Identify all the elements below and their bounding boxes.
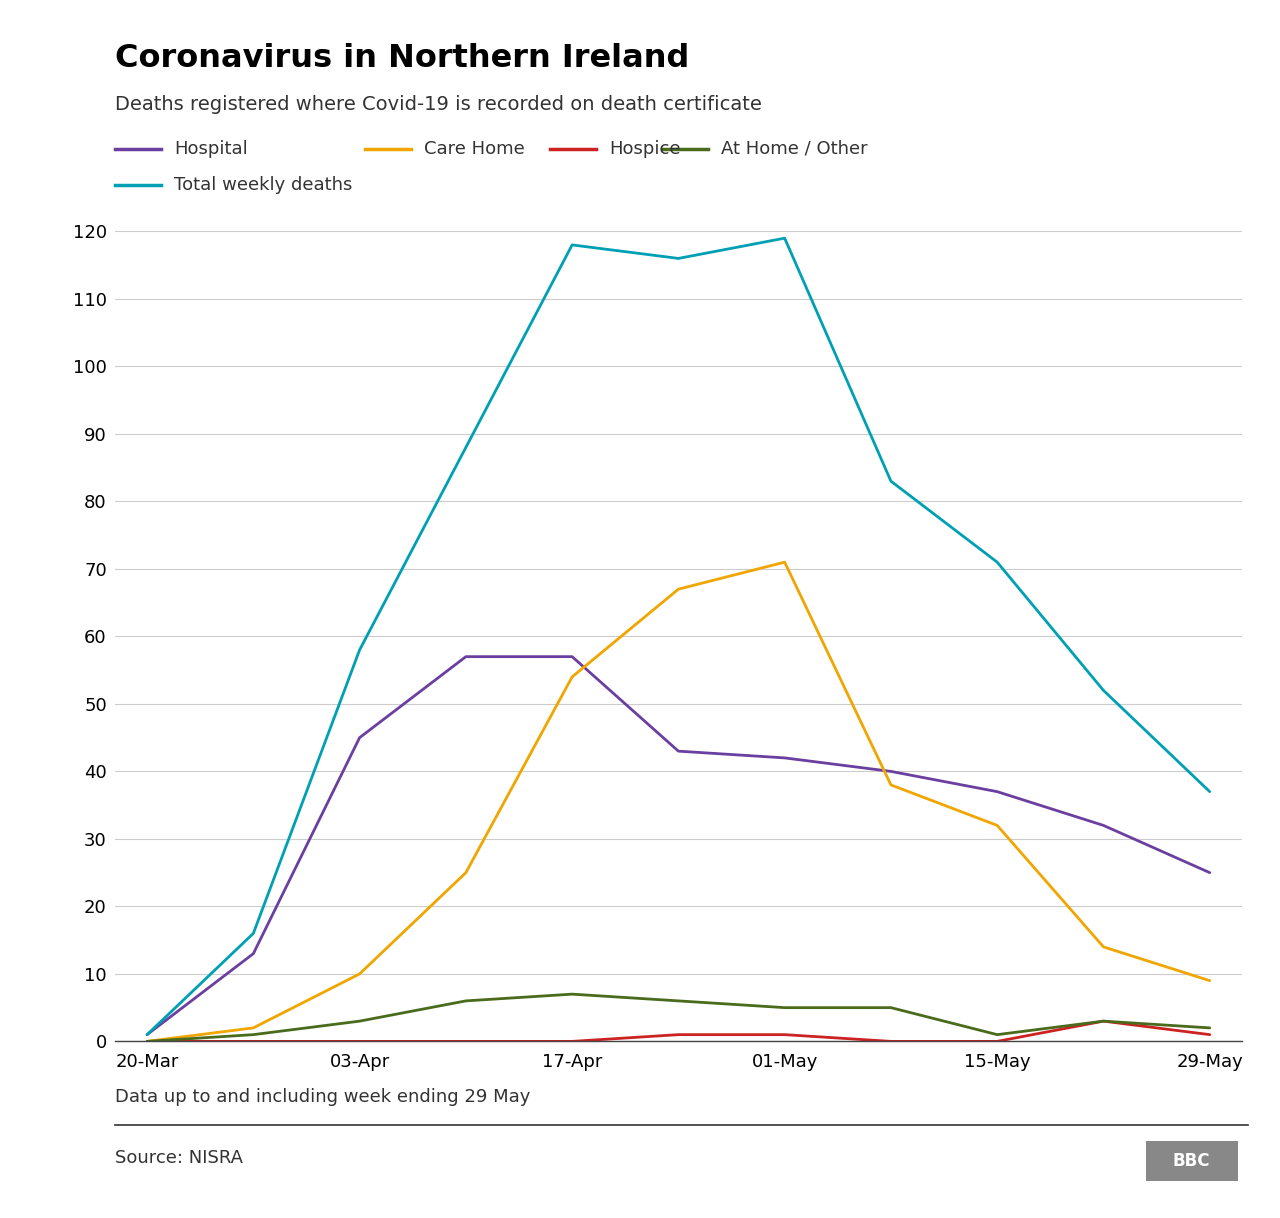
Text: Total weekly deaths: Total weekly deaths [174,177,352,194]
Text: Care Home: Care Home [424,140,525,157]
Text: Hospital: Hospital [174,140,248,157]
Text: Coronavirus in Northern Ireland: Coronavirus in Northern Ireland [115,43,690,73]
Text: Data up to and including week ending 29 May: Data up to and including week ending 29 … [115,1088,531,1106]
Text: Hospice: Hospice [609,140,681,157]
Text: Source: NISRA: Source: NISRA [115,1149,243,1167]
Text: At Home / Other: At Home / Other [721,140,868,157]
Text: Deaths registered where Covid-19 is recorded on death certificate: Deaths registered where Covid-19 is reco… [115,95,762,114]
Text: BBC: BBC [1172,1152,1211,1170]
